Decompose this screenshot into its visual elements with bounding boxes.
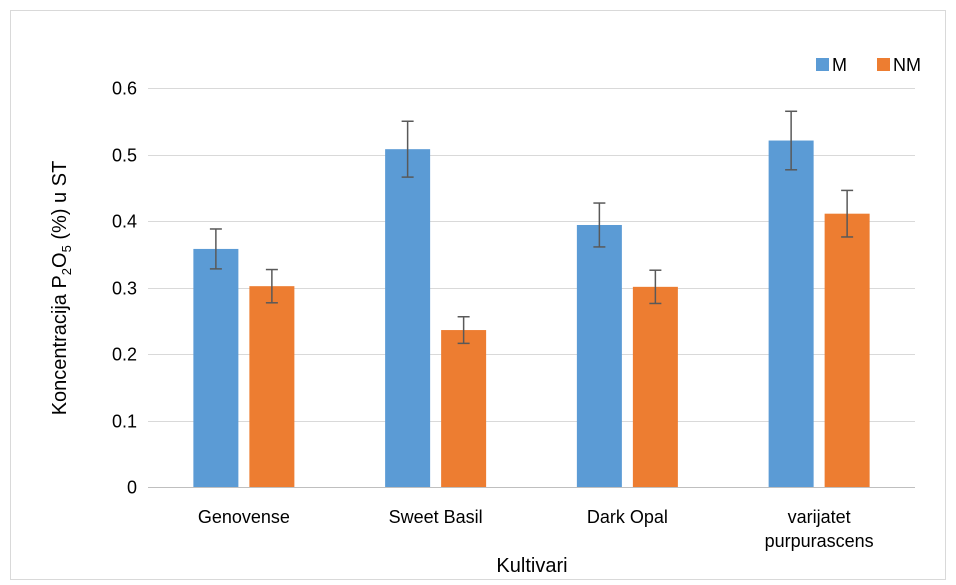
y-axis-tick-labels: 0 0.1 0.2 0.3 0.4 0.5 0.6	[112, 79, 137, 498]
x-tick-label: Sweet Basil	[389, 507, 483, 527]
x-axis-tick-labels: Genovense Sweet Basil Dark Opal varijatet pu…	[198, 507, 874, 551]
legend-swatch-m	[816, 58, 829, 71]
y-tick-label: 0.1	[112, 412, 137, 432]
y-tick-label: 0.3	[112, 279, 137, 299]
x-axis-label: Kultivari	[496, 555, 567, 577]
y-tick-label: 0.2	[112, 345, 137, 365]
bar-nm-1	[249, 286, 295, 487]
bar-m-3	[576, 224, 622, 488]
x-tick-label: Dark Opal	[587, 507, 668, 527]
y-tick-label: 0.6	[112, 79, 137, 99]
y-axis-label-sub2: 5	[59, 245, 74, 252]
x-tick-label: purpurascens	[765, 531, 874, 551]
bar-nm-3	[632, 286, 678, 487]
y-tick-label: 0.4	[112, 212, 137, 232]
x-tick-label: varijatet	[788, 507, 851, 527]
y-axis-label-mid: O	[49, 252, 71, 268]
bar-m-1	[193, 248, 239, 487]
bar-nm-4	[824, 213, 870, 487]
x-tick-label: Genovense	[198, 507, 290, 527]
legend-label-nm: NM	[893, 55, 921, 75]
y-tick-label: 0	[127, 478, 137, 498]
bars	[193, 140, 870, 488]
y-axis-label-prefix: Koncentracija P	[49, 275, 71, 415]
error-bars	[209, 110, 854, 345]
bar-m-4	[768, 140, 814, 487]
legend-swatch-nm	[877, 58, 890, 71]
bar-m-2	[385, 149, 431, 487]
y-axis-label: Koncentracija P2O5 (%) u ST	[49, 161, 74, 416]
y-axis-label-sub1: 2	[59, 268, 74, 275]
legend-label-m: M	[832, 55, 847, 75]
legend: M NM	[816, 55, 921, 75]
bar-nm-2	[441, 330, 487, 487]
y-tick-label: 0.5	[112, 146, 137, 166]
y-axis-label-suffix: (%) u ST	[49, 161, 71, 245]
